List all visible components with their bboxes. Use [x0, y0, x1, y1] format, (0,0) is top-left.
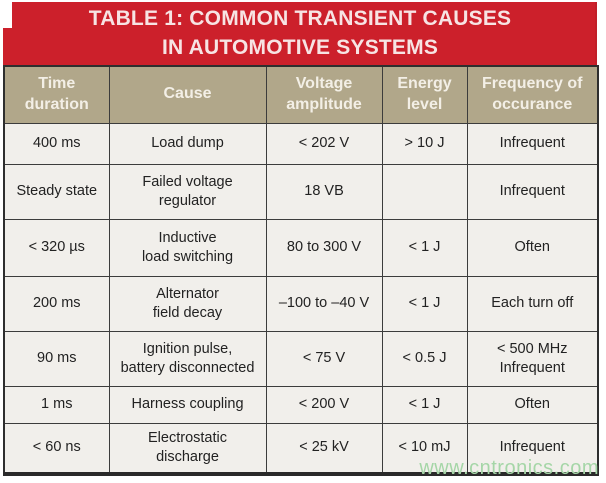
table-cell: < 1 J [381, 385, 468, 424]
table-cell: Ignition pulse, battery disconnected [108, 330, 267, 387]
table-row: 90 ms Ignition pulse, battery disconnect… [3, 330, 599, 387]
table-row: 400 ms Load dump < 202 V > 10 J Infreque… [3, 122, 599, 165]
watermark: www.cntronics.com [419, 457, 599, 479]
table-cell: < 60 ns [3, 422, 110, 475]
table-cell: Failed voltage regulator [108, 163, 267, 220]
table-cell: < 1 J [381, 218, 468, 277]
column-header-time-duration: Time duration [3, 65, 110, 124]
table-cell: 90 ms [3, 330, 110, 387]
table-cell: < 1 J [381, 275, 468, 332]
table-cell: < 10 mJ [381, 422, 468, 475]
table-cell: Steady state [3, 163, 110, 220]
table-cell: < 0.5 J [381, 330, 468, 387]
table-cell: Inductive load switching [108, 218, 267, 277]
table-title-line1: TABLE 1: COMMON TRANSIENT CAUSES [88, 7, 512, 31]
table-cell: 18 VB [265, 163, 383, 220]
table-row: 200 ms Alternator field decay –100 to –4… [3, 275, 599, 332]
table-cell: Load dump [108, 122, 267, 165]
table-cell: 400 ms [3, 122, 110, 165]
table-cell: < 320 µs [3, 218, 110, 277]
table-cell: Each turn off [466, 275, 599, 332]
table-title-line2: IN AUTOMOTIVE SYSTEMS [161, 35, 439, 59]
table-cell: –100 to –40 V [265, 275, 383, 332]
table-cell: < 75 V [265, 330, 383, 387]
column-header-voltage-amplitude: Voltage amplitude [265, 65, 383, 124]
table-cell: Harness coupling [108, 385, 267, 424]
table-cell [381, 163, 468, 220]
table-cell: Alternator field decay [108, 275, 267, 332]
table-cell: Often [466, 385, 599, 424]
table-row: < 60 ns Electrostatic discharge < 25 kV … [3, 422, 599, 475]
table-cell: 1 ms [3, 385, 110, 424]
table-row: Steady state Failed voltage regulator 18… [3, 163, 599, 220]
table-row: < 320 µs Inductive load switching 80 to … [3, 218, 599, 277]
table-cell: < 500 MHz Infrequent [466, 330, 599, 387]
transient-causes-table: Time duration Cause Voltage amplitude En… [3, 65, 599, 476]
table-cell: < 202 V [265, 122, 383, 165]
column-header-cause: Cause [108, 65, 267, 124]
table-cell: Often [466, 218, 599, 277]
table-cell: 80 to 300 V [265, 218, 383, 277]
column-header-energy-level: Energy level [381, 65, 468, 124]
table-row: 1 ms Harness coupling < 200 V < 1 J Ofte… [3, 385, 599, 424]
table-cell: Infrequent [466, 122, 599, 165]
table-cell: Infrequent [466, 163, 599, 220]
table-cell: < 200 V [265, 385, 383, 424]
header-row: Time duration Cause Voltage amplitude En… [3, 65, 599, 124]
table-cell: Electrostatic discharge [108, 422, 267, 475]
table-cell: Infrequent [466, 422, 599, 475]
table-title-banner: TABLE 1: COMMON TRANSIENT CAUSES IN AUTO… [3, 2, 597, 65]
column-header-frequency-of-occurance: Frequency of occurance [466, 65, 599, 124]
table-cell: > 10 J [381, 122, 468, 165]
table-cell: < 25 kV [265, 422, 383, 475]
table-cell: 200 ms [3, 275, 110, 332]
